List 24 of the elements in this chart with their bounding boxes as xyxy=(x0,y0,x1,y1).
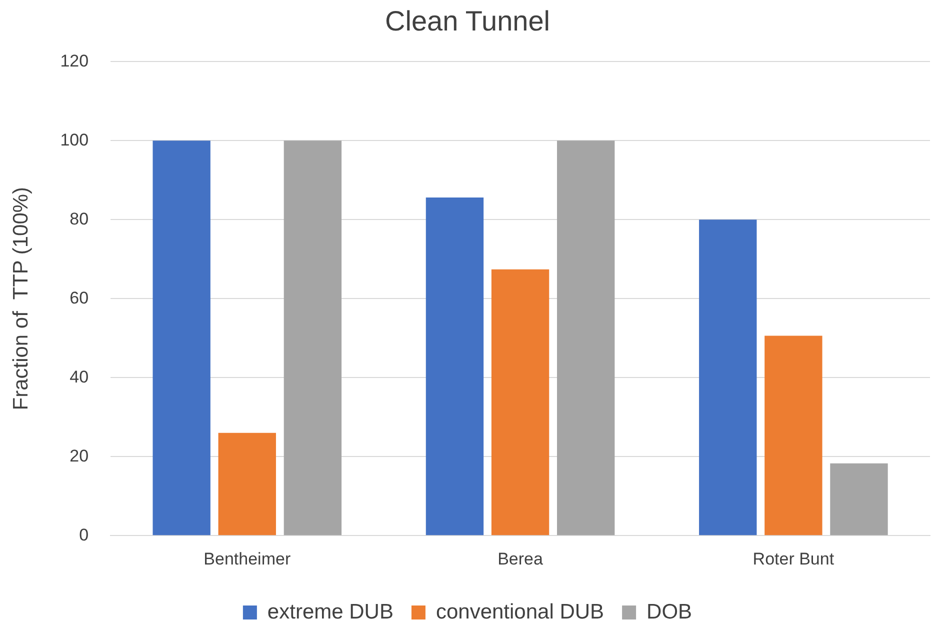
legend-label: extreme DUB xyxy=(267,600,394,624)
y-tick-label: 100 xyxy=(60,130,89,150)
bar xyxy=(218,432,276,536)
chart-title: Clean Tunnel xyxy=(384,6,550,37)
legend-label: DOB xyxy=(646,600,692,624)
y-tick-label: 40 xyxy=(70,367,89,386)
bar xyxy=(491,269,550,536)
bar xyxy=(764,336,822,536)
bar xyxy=(426,197,484,536)
y-tick-label: 20 xyxy=(70,446,89,466)
x-tick-label: Bentheimer xyxy=(204,549,291,568)
y-tick-label: 80 xyxy=(70,209,89,228)
x-tick-label: Roter Bunt xyxy=(752,549,834,568)
y-tick-label: 0 xyxy=(79,525,89,544)
bar xyxy=(699,220,757,536)
bar xyxy=(284,140,342,536)
y-tick-label: 120 xyxy=(60,51,89,70)
bar xyxy=(152,140,210,536)
y-axis-title: Fraction of TTP (100%) xyxy=(9,186,32,410)
legend-label: conventional DUB xyxy=(436,600,604,624)
x-tick-label: Berea xyxy=(498,549,544,568)
bar xyxy=(830,463,888,536)
bar xyxy=(556,140,615,536)
y-tick-label: 60 xyxy=(70,288,89,308)
